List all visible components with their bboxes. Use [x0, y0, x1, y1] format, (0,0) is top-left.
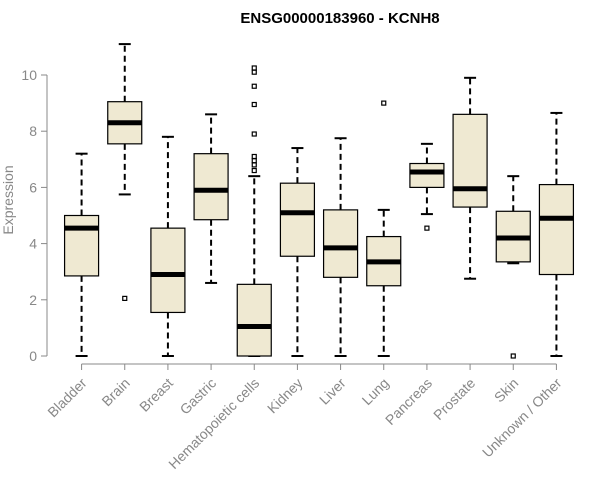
outlier-point — [251, 101, 257, 108]
box-hematopoietic-cells — [236, 283, 272, 357]
x-tick-label-7: Liver — [316, 375, 349, 408]
y-tick-label: 10 — [21, 67, 37, 83]
x-tick-label-4: Gastric — [177, 375, 220, 418]
outlier-point — [251, 167, 257, 174]
x-tick-label-12: Unknown / Other — [479, 375, 565, 461]
outlier-point — [122, 295, 128, 301]
outlier-point — [251, 83, 257, 89]
x-tick-label-6: Kidney — [264, 375, 306, 417]
x-tick-label-3: Breast — [136, 375, 176, 415]
y-axis-label: Expression — [0, 165, 16, 234]
x-tick-label-1: Bladder — [44, 375, 90, 421]
outlier-point — [251, 153, 257, 160]
box-breast — [150, 227, 186, 314]
y-tick-label: 6 — [29, 179, 37, 195]
box-liver — [322, 209, 359, 278]
x-tick-label-2: Brain — [98, 375, 132, 409]
x-tick-label-11: Skin — [491, 375, 522, 406]
x-tick-label-10: Prostate — [430, 375, 478, 423]
outlier-point — [251, 162, 257, 168]
chart-title: ENSG00000183960 - KCNH8 — [240, 10, 439, 27]
outlier-point — [251, 69, 257, 75]
box-prostate — [452, 113, 488, 208]
box-bladder — [63, 214, 100, 277]
box-pancreas — [409, 162, 445, 188]
outlier-point — [424, 225, 430, 231]
x-tick-label-8: Lung — [359, 375, 392, 408]
box-kidney — [279, 182, 316, 257]
outlier-point — [251, 131, 257, 137]
box-gastric — [193, 153, 229, 221]
x-tick-label-9: Pancreas — [382, 375, 435, 428]
box-unknown-other — [538, 183, 575, 276]
outlier-point — [251, 158, 257, 164]
outlier-point — [510, 353, 516, 359]
y-tick-label: 8 — [29, 123, 37, 139]
outlier-point — [251, 65, 257, 71]
y-tick-label: 2 — [29, 292, 37, 308]
y-tick-label: 4 — [29, 236, 37, 252]
y-tick-label: 0 — [29, 348, 37, 364]
outlier-point — [381, 100, 387, 106]
